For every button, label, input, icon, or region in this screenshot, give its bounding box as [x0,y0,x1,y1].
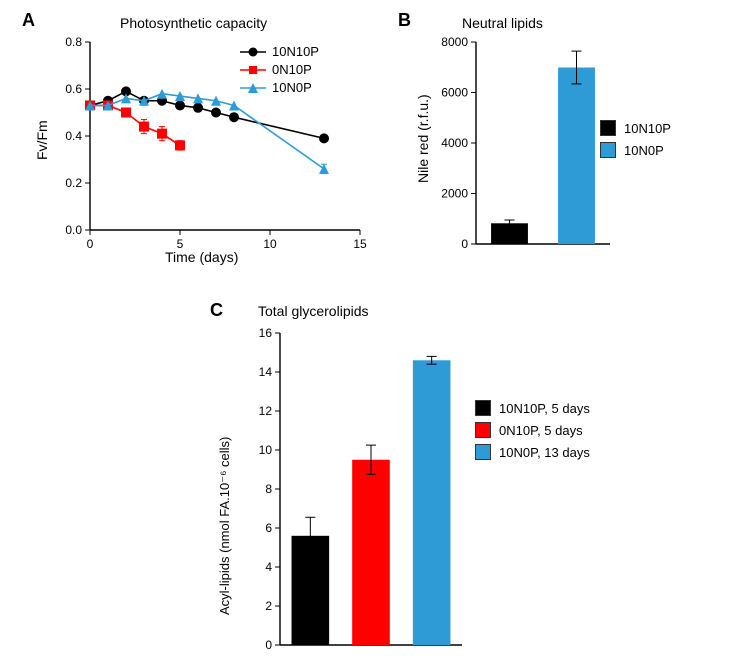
legend-swatch [600,142,616,158]
panel-b-plot: 02000400060008000 [456,36,616,256]
svg-text:6000: 6000 [441,86,468,100]
legend-label: 10N0P [624,143,664,158]
legend-label: 10N10P, 5 days [499,401,590,416]
svg-text:5: 5 [177,237,184,251]
legend-a-10n0p: 10N0P [240,80,312,95]
svg-text:0: 0 [461,237,468,251]
svg-text:4: 4 [265,560,272,574]
legend-a-0n10p: 0N10P [240,62,312,77]
legend-label: 10N0P, 13 days [499,445,590,460]
svg-text:8: 8 [265,482,272,496]
legend-swatch [600,120,616,136]
legend-label: 0N10P, 5 days [499,423,583,438]
legend-b-10n0p: 10N0P [600,142,664,158]
svg-text:15: 15 [353,237,367,251]
legend-label: 10N10P [272,44,319,59]
panel-b-title: Neutral lipids [462,15,543,31]
legend-b-10n10p: 10N10P [600,120,671,136]
svg-text:2000: 2000 [441,187,468,201]
svg-text:0.4: 0.4 [65,129,82,143]
panel-c-plot: 0 2 4 6 8 10 12 14 16 [260,327,470,657]
panel-b-label: B [398,10,411,31]
panel-a-title: Photosynthetic capacity [120,15,267,31]
legend-c-2: 10N0P, 13 days [475,444,590,460]
svg-text:10: 10 [263,237,277,251]
legend-swatch [475,400,491,416]
svg-text:0.6: 0.6 [65,82,82,96]
svg-text:14: 14 [259,365,273,379]
panel-a-ylabel: Fv/Fm [34,120,50,160]
svg-text:0.8: 0.8 [65,35,82,49]
svg-text:2: 2 [265,599,272,613]
legend-label: 10N10P [624,121,671,136]
legend-swatch [475,444,491,460]
panel-c-ylabel: Acyl-lipids (nmol FA.10⁻⁶ cells) [217,437,233,615]
svg-text:10: 10 [259,443,273,457]
legend-label: 0N10P [272,62,312,77]
panel-b-ylabel: Nile red (r.f.u.) [415,94,431,183]
svg-text:16: 16 [259,326,273,340]
svg-text:0.2: 0.2 [65,176,82,190]
legend-c-0: 10N10P, 5 days [475,400,590,416]
svg-text:0: 0 [87,237,94,251]
panel-a-label: A [22,10,35,31]
svg-text:12: 12 [259,404,273,418]
svg-text:4000: 4000 [441,136,468,150]
legend-a-10n10p: 10N10P [240,44,319,59]
svg-text:0.0: 0.0 [65,223,82,237]
legend-label: 10N0P [272,80,312,95]
svg-text:6: 6 [265,521,272,535]
legend-swatch [475,422,491,438]
svg-text:8000: 8000 [441,35,468,49]
panel-c-label: C [210,300,223,321]
panel-c-title: Total glycerolipids [258,303,369,319]
svg-text:0: 0 [265,638,272,652]
panel-a-plot: 0.00.20.40.60.8051015 [70,36,370,256]
legend-c-1: 0N10P, 5 days [475,422,583,438]
